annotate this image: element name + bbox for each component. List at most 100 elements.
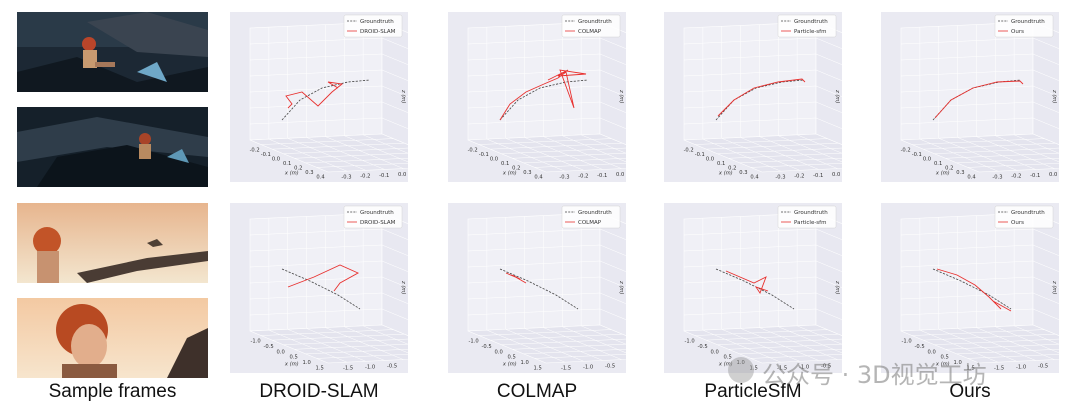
y-tick-label: -0.5 <box>605 364 615 370</box>
x-axis-label: x (m) <box>935 362 950 368</box>
groundtruth-trajectory <box>281 79 371 121</box>
x-tick-label: 1.0 <box>303 360 311 366</box>
x-tick-label: -0.1 <box>695 152 705 158</box>
estimated-trajectory <box>505 272 527 284</box>
sample-frame-2 <box>17 107 208 187</box>
y-tick-label: -1.5 <box>561 366 571 372</box>
grid-lines <box>467 22 626 172</box>
estimated-trajectory <box>717 78 806 117</box>
legend-groundtruth-label: Groundtruth <box>360 19 394 25</box>
legend-box <box>994 205 1054 229</box>
y-tick-label: -0.5 <box>387 364 397 370</box>
x-axis-label: x (m) <box>284 171 299 177</box>
x-tick-label: -1.0 <box>469 339 479 345</box>
y-tick-label: -1.0 <box>583 365 593 371</box>
x-tick-label: -1.0 <box>251 339 261 345</box>
y-tick-label: -0.5 <box>1038 364 1048 370</box>
x-tick-label: -0.2 <box>684 147 694 153</box>
grid-lines <box>683 22 842 172</box>
legend: Groundtruth Particle-sfm <box>777 14 837 38</box>
x-tick-label: 0.0 <box>711 349 719 355</box>
y-tick-label: 0.0 <box>616 172 624 178</box>
sample-frame-3 <box>17 203 208 283</box>
y-tick-label: -1.0 <box>1016 365 1026 371</box>
legend-method-label: COLMAP <box>578 220 602 226</box>
y-tick-label: -1.5 <box>777 366 787 372</box>
x-tick-label: -1.0 <box>902 339 912 345</box>
y-tick-label: -0.2 <box>360 174 370 180</box>
floor-pane <box>900 133 1059 173</box>
grid-lines <box>467 213 626 363</box>
legend-box <box>561 14 621 38</box>
z-axis-label: z (m) <box>400 280 406 294</box>
column-label-colmap: COLMAP <box>496 381 578 402</box>
plot-ours-top: -0.2-0.10.00.10.20.30.4-0.3-0.2-0.10.00.… <box>881 12 1059 182</box>
x-tick-label: -0.2 <box>250 147 260 153</box>
plot-3d-axes: -0.2-0.10.00.10.20.30.4-0.3-0.2-0.10.00.… <box>683 21 842 181</box>
x-axis-label: x (m) <box>718 362 733 368</box>
legend-groundtruth-label: Groundtruth <box>1011 210 1045 216</box>
x-tick-label: 0.1 <box>934 161 942 167</box>
floor-pane <box>249 324 408 364</box>
plot-3d-axes: -1.0-0.50.00.51.01.5-1.5-1.0-0.50.00.51.… <box>467 212 626 372</box>
x-tick-label: 0.2 <box>512 166 520 172</box>
plot-3d-axes: -1.0-0.50.00.51.01.5-1.5-1.0-0.50.00.51.… <box>683 212 842 372</box>
z-axis-label: z (m) <box>618 280 624 294</box>
grid-lines <box>683 213 842 363</box>
y-tick-label: -0.3 <box>992 175 1002 181</box>
back-pane-right <box>815 212 842 336</box>
estimated-trajectory <box>287 264 360 292</box>
floor-pane <box>249 133 408 173</box>
y-tick-label: -0.2 <box>794 174 804 180</box>
groundtruth-trajectory <box>281 268 361 310</box>
plot-3d-axes: -0.2-0.10.00.10.20.30.4-0.3-0.2-0.10.00.… <box>900 21 1059 181</box>
y-tick-label: -0.2 <box>578 174 588 180</box>
groundtruth-trajectory <box>499 79 589 121</box>
groundtruth-trajectory <box>715 79 805 121</box>
legend: Groundtruth Ours <box>994 14 1054 38</box>
y-tick-label: -0.1 <box>597 173 607 179</box>
x-tick-label: 0.4 <box>316 175 325 181</box>
plot-3d-axes: -0.2-0.10.00.10.20.30.4-0.3-0.2-0.10.00.… <box>467 21 626 181</box>
z-axis-label: z (m) <box>1051 89 1057 103</box>
legend-groundtruth-label: Groundtruth <box>794 19 828 25</box>
x-tick-label: 0.4 <box>534 175 543 181</box>
back-pane-left <box>249 21 383 141</box>
y-tick-label: -1.0 <box>799 365 809 371</box>
legend-box <box>994 14 1054 38</box>
legend-method-label: DROID-SLAM <box>360 220 396 226</box>
z-axis-label: z (m) <box>400 89 406 103</box>
x-tick-label: 1.5 <box>534 365 542 371</box>
x-tick-label: 1.0 <box>954 360 962 366</box>
legend: Groundtruth DROID-SLAM <box>343 14 403 38</box>
x-tick-label: 0.0 <box>706 156 714 162</box>
y-tick-label: -0.2 <box>1011 174 1021 180</box>
column-label-particlesfm: ParticleSfM <box>704 381 802 402</box>
y-tick-label: 0.0 <box>1049 172 1057 178</box>
estimated-trajectory <box>285 81 344 109</box>
back-pane-left <box>683 21 817 141</box>
groundtruth-trajectory <box>715 268 795 310</box>
floor-pane <box>467 133 626 173</box>
y-tick-label: -0.3 <box>775 175 785 181</box>
x-tick-label: 0.3 <box>305 170 313 176</box>
groundtruth-trajectory <box>499 268 579 310</box>
plot-particlesfm-bottom: -1.0-0.50.00.51.01.5-1.5-1.0-0.50.00.51.… <box>664 203 842 373</box>
back-pane-left <box>249 212 383 332</box>
legend-box <box>777 205 837 229</box>
estimated-trajectory <box>725 270 769 294</box>
grid-lines <box>900 213 1059 363</box>
groundtruth-trajectory <box>932 268 1012 310</box>
x-axis-label: x (m) <box>935 171 950 177</box>
x-tick-label: 0.0 <box>277 349 285 355</box>
legend: Groundtruth COLMAP <box>561 14 621 38</box>
back-pane-right <box>1032 21 1059 145</box>
x-tick-label: 1.5 <box>750 365 758 371</box>
y-tick-label: -0.3 <box>341 175 351 181</box>
legend: Groundtruth Particle-sfm <box>777 205 837 229</box>
x-axis-label: x (m) <box>502 362 517 368</box>
column-label-sample-frames: Sample frames <box>48 381 177 402</box>
x-tick-label: -0.1 <box>912 152 922 158</box>
legend-box <box>343 205 403 229</box>
x-tick-label: 0.2 <box>945 166 953 172</box>
